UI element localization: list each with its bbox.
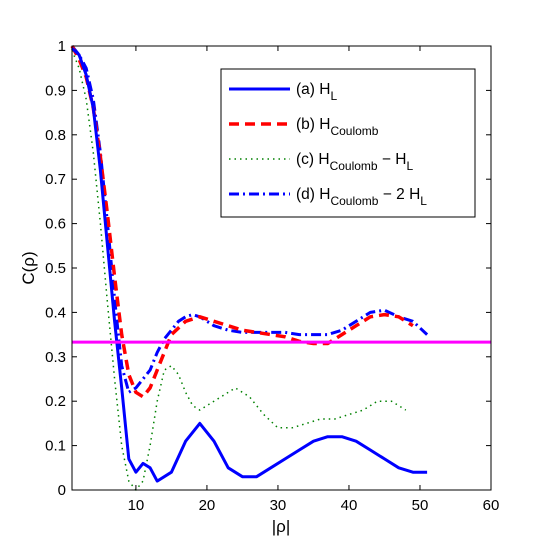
legend: (a) HL (b) HCoulomb (c) HCoulomb − HL (d) H… [220,68,476,218]
x-tick-label: 20 [199,497,216,514]
y-tick-label: 0.1 [45,438,66,455]
y-tick-label: 0.6 [45,216,66,233]
y-tick-label: 0.2 [45,393,66,410]
y-tick-label: 1 [58,38,66,55]
series-layer [70,45,429,491]
legend-box [220,68,476,218]
y-tick-label: 0.8 [45,127,66,144]
series-line-a [70,47,428,483]
legend-label-b: (b) HCoulomb [296,116,379,138]
legend-items: (a) HL (b) HCoulomb (c) HCoulomb − HL (d) H… [229,81,427,208]
y-axis-label: C(ρ) [19,251,38,284]
x-tick-label: 50 [412,497,429,514]
series-line-d [70,45,429,394]
x-tick-label: 30 [270,497,287,514]
legend-label-c: (c) HCoulomb − HL [296,151,413,173]
legend-label-d: (d) HCoulomb − 2 HL [296,186,427,208]
series-line-b [70,45,414,399]
x-axis-label: |ρ| [272,517,291,536]
legend-label-a: (a) HL [296,81,337,103]
y-tick-label: 0.4 [45,304,66,321]
x-axis-ticks: 10 20 30 40 50 60 [128,46,500,514]
x-tick-label: 10 [128,497,145,514]
y-tick-label: 0.5 [45,260,66,277]
y-axis-ticks: 0 0.1 0.2 0.3 0.4 0.5 0.6 0.7 0.8 0.9 1 [45,38,491,499]
y-tick-label: 0.7 [45,171,66,188]
x-tick-label: 40 [341,497,358,514]
y-tick-label: 0.3 [45,349,66,366]
y-tick-label: 0 [58,482,66,499]
y-tick-label: 0.9 [45,82,66,99]
x-tick-label: 60 [483,497,500,514]
